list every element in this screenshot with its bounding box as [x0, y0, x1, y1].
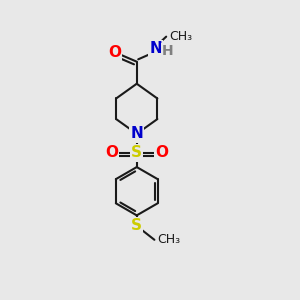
Text: S: S — [131, 146, 142, 160]
Text: N: N — [130, 126, 143, 141]
Text: CH₃: CH₃ — [158, 233, 181, 246]
Text: H: H — [162, 44, 173, 58]
Text: S: S — [131, 218, 142, 233]
Text: O: O — [105, 146, 118, 160]
Text: CH₃: CH₃ — [169, 30, 192, 43]
Text: O: O — [108, 45, 121, 60]
Text: O: O — [155, 146, 168, 160]
Text: N: N — [149, 41, 162, 56]
